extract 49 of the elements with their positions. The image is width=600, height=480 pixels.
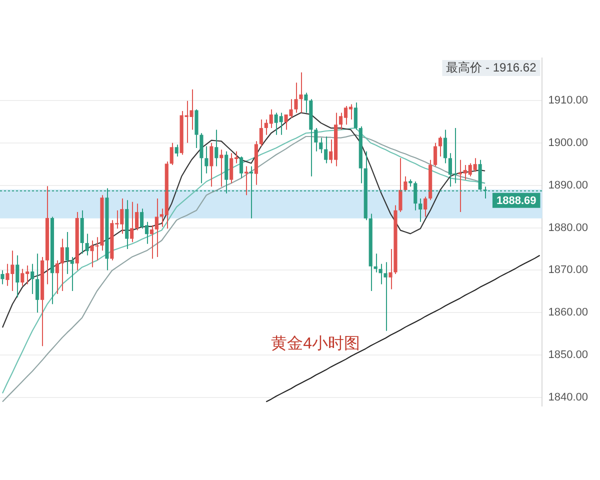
candlestick <box>324 136 328 164</box>
candlestick <box>374 253 378 273</box>
candlestick <box>70 256 74 292</box>
candlestick <box>239 156 244 179</box>
candlestick <box>30 263 34 294</box>
candlestick <box>0 270 4 285</box>
y-tick-label: 1890.00 <box>548 179 588 192</box>
annotation: 最高价 - 1916.62 <box>446 60 537 74</box>
candlestick <box>154 198 158 258</box>
candlestick <box>65 232 69 275</box>
candlestick <box>354 102 358 130</box>
y-tick-label: 1870.00 <box>548 264 588 276</box>
y-tick-label: 1910.00 <box>548 94 588 106</box>
candlestick <box>150 224 154 260</box>
candlestick <box>314 128 318 152</box>
candlestick <box>36 253 40 314</box>
candlestick <box>433 142 438 167</box>
candlestick <box>304 92 308 114</box>
y-tick-label: 1850.00 <box>548 349 588 362</box>
candlestick <box>443 129 448 164</box>
candlestick <box>130 201 134 243</box>
y-tick-label: 1860.00 <box>548 306 588 319</box>
candlestick <box>60 238 64 292</box>
candlestick <box>404 176 408 192</box>
candlestick <box>424 196 428 218</box>
candlestick <box>299 72 303 114</box>
candlestick <box>210 142 214 188</box>
candlestick <box>384 262 388 332</box>
y-tick-label: 1880.00 <box>548 222 588 234</box>
ref-line-label: 1888.69 <box>496 194 536 207</box>
candlestick <box>244 166 248 196</box>
candlestick <box>135 203 139 231</box>
candlestick <box>418 198 422 222</box>
candlestick <box>55 260 59 294</box>
candlestick <box>174 144 178 157</box>
candlestick <box>294 82 298 114</box>
candlestick <box>170 142 174 166</box>
candlestick <box>85 233 89 256</box>
candlestick <box>398 158 402 213</box>
y-tick-label: 1900.00 <box>548 136 588 149</box>
candlestick <box>204 146 208 174</box>
candlestick <box>438 136 442 157</box>
annotation: 黄金4小时图 <box>271 334 360 352</box>
y-tick-label: 1840.00 <box>548 392 588 404</box>
candlestick <box>16 254 20 298</box>
candlestick <box>319 137 323 154</box>
candlestick <box>200 132 204 184</box>
candlestick <box>214 129 218 167</box>
candlestick <box>259 119 263 147</box>
